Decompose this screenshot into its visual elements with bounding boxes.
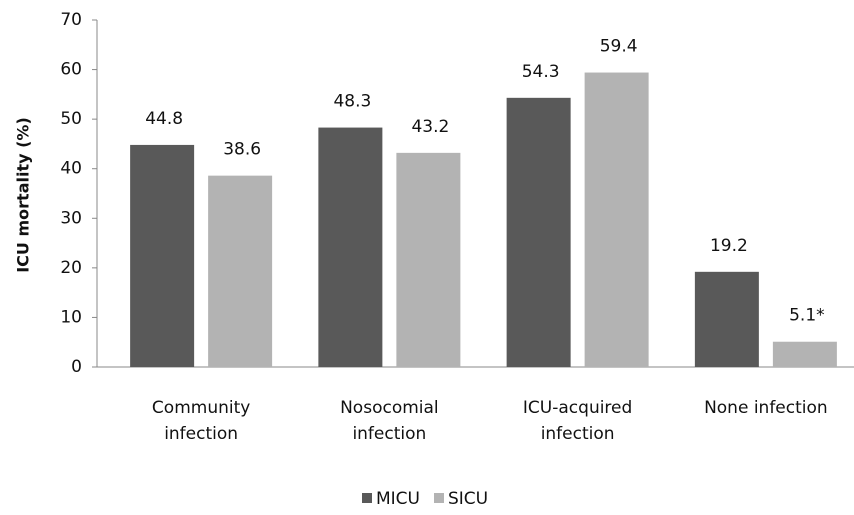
x-tick-label: None infection (704, 398, 828, 418)
y-axis-title: ICU mortality (%) (14, 117, 33, 273)
bar (130, 144, 195, 367)
value-label: 43.2 (411, 117, 449, 137)
y-tick-label: 30 (60, 208, 82, 228)
legend-swatch (362, 493, 372, 503)
y-tick-label: 10 (60, 307, 82, 327)
legend-label: MICU (376, 489, 420, 509)
bar (694, 271, 759, 367)
bar (318, 127, 383, 367)
bar (208, 175, 273, 367)
bar (396, 152, 461, 367)
x-tick-label: Community infection (152, 398, 250, 444)
legend-label: SICU (448, 489, 488, 509)
x-tick-label: Nosocomial infection (340, 398, 439, 444)
value-label: 38.6 (223, 140, 261, 160)
bar (772, 341, 837, 367)
bar (506, 97, 571, 367)
value-label: 54.3 (522, 62, 560, 82)
value-label: 44.8 (145, 109, 183, 129)
legend-swatch (434, 493, 444, 503)
y-tick-label: 60 (60, 60, 82, 80)
y-tick-label: 50 (60, 109, 82, 129)
y-tick-label: 70 (60, 10, 82, 30)
value-label: 59.4 (600, 37, 638, 57)
y-tick-label: 0 (71, 357, 82, 377)
value-label: 48.3 (333, 92, 371, 112)
x-tick-label: ICU-acquired infection (523, 398, 632, 444)
value-label: 5.1* (789, 306, 825, 326)
bar (584, 72, 649, 367)
y-tick-label: 20 (60, 258, 82, 278)
value-label: 19.2 (710, 236, 748, 256)
y-tick-label: 40 (60, 159, 82, 179)
